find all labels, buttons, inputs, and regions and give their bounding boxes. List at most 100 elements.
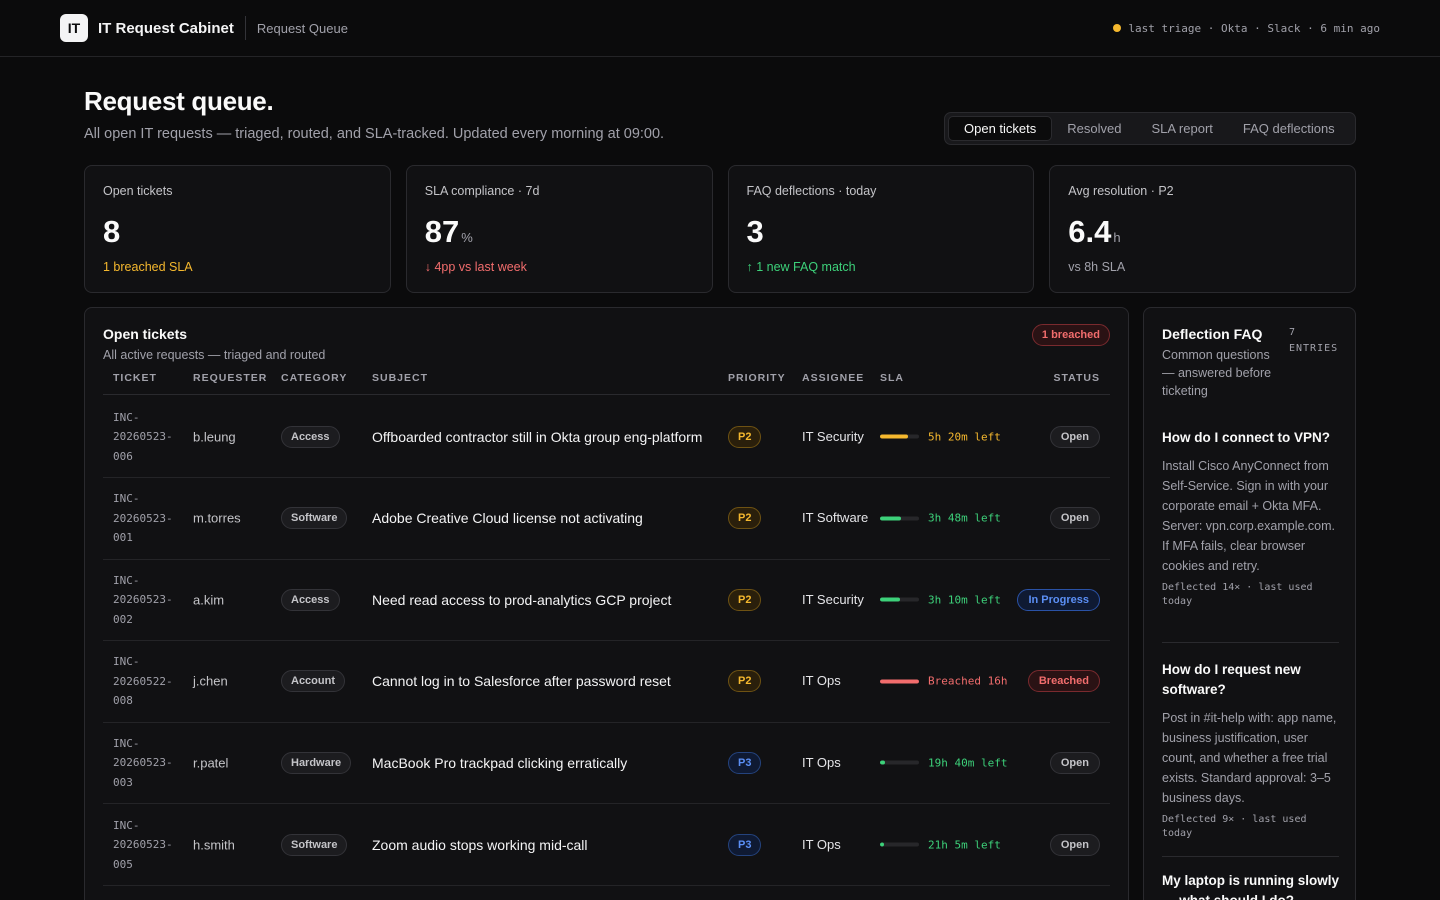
stat-label: Avg resolution · P2 — [1068, 184, 1174, 198]
column-header-assignee[interactable]: ASSIGNEE — [802, 372, 865, 384]
stat-note: 1 breached SLA — [103, 260, 193, 274]
priority-badge: P3 — [728, 751, 762, 774]
tab-faq-deflections[interactable]: FAQ deflections — [1242, 121, 1335, 136]
column-header-status[interactable]: STATUS — [1053, 372, 1100, 384]
status-badge[interactable]: Open — [1049, 507, 1100, 530]
status-badge[interactable]: Breached — [1027, 670, 1100, 693]
requester: b.leung — [193, 429, 236, 444]
priority-badge: P3 — [728, 833, 762, 856]
assignee: IT Security — [802, 591, 864, 607]
status-badge[interactable]: Open — [1049, 833, 1100, 856]
status-dot-icon — [1113, 24, 1122, 32]
ticket-subject[interactable]: Zoom audio stops working mid-call — [372, 836, 588, 853]
faq-question[interactable]: My laptop is running slowly — what shoul… — [1162, 873, 1340, 900]
column-header-subject[interactable]: SUBJECT — [372, 372, 429, 384]
ticket-subject[interactable]: Need read access to prod-analytics GCP p… — [372, 591, 672, 608]
sla-indicator: 5h 20m left — [880, 430, 1001, 443]
sla-progress-fill — [880, 760, 885, 765]
tickets-panel: Open tickets All active requests — triag… — [84, 307, 1129, 900]
table-row[interactable]: INC-20260523-002 a.kim Access Need read acc… — [103, 559, 1110, 642]
column-header-ticket[interactable]: TICKET — [113, 372, 157, 384]
table-row[interactable]: INC-20260523-003 r.patel Hardware MacBook P… — [103, 722, 1110, 805]
ticket-subject[interactable]: Adobe Creative Cloud license not activat… — [372, 510, 643, 527]
faq-item[interactable]: How do I request new software? Post in #… — [1162, 660, 1339, 841]
stat-value: 8 — [103, 214, 122, 250]
table-row[interactable]: INC-20260522-008 j.chen Account Cannot log … — [103, 641, 1110, 723]
sla-progress-track — [880, 434, 919, 439]
sla-text: Breached 16h — [928, 674, 1008, 688]
stat-unit: h — [1113, 230, 1121, 245]
tab-resolved[interactable]: Resolved — [1067, 121, 1122, 136]
status-badge[interactable]: Open — [1049, 751, 1100, 774]
sla-progress-track — [880, 597, 919, 602]
status-badge[interactable]: In Progress — [1017, 588, 1100, 611]
ticket-subject[interactable]: MacBook Pro trackpad clicking erraticall… — [372, 754, 628, 771]
faq-question[interactable]: How do I request new software? — [1162, 662, 1301, 697]
triage-status: last triage · Okta · Slack · 6 min ago — [1113, 22, 1380, 35]
stat-card-open-tickets: Open tickets 8 1 breached SLA — [84, 165, 391, 293]
table-row[interactable]: INC-20260523-001 m.torres Software Adobe Cr… — [103, 478, 1110, 560]
sla-indicator: 3h 48m left — [880, 512, 1001, 525]
stat-note: ↓ 4pp vs last week — [424, 260, 527, 274]
ticket-id[interactable]: INC-20260523-003 — [113, 736, 173, 789]
sla-progress-track — [880, 516, 919, 521]
header-divider — [244, 16, 246, 40]
ticket-subject[interactable]: Offboarded contractor still in Okta grou… — [372, 428, 703, 445]
table-row[interactable]: INC-20260523-005 h.smith Software Zoom audi… — [103, 804, 1110, 886]
column-header-category[interactable]: CATEGORY — [281, 372, 348, 384]
category-badge: Account — [281, 670, 345, 693]
sla-progress-fill — [880, 434, 908, 439]
priority-badge: P2 — [728, 670, 762, 693]
stat-cards: Open tickets 8 1 breached SLA SLA compli… — [84, 165, 1356, 293]
faq-question[interactable]: How do I connect to VPN? — [1162, 430, 1330, 445]
faq-panel: Deflection FAQ Common questions — answer… — [1143, 307, 1356, 900]
assignee: IT Software — [802, 510, 869, 526]
ticket-id[interactable]: INC-20260523-002 — [113, 573, 173, 626]
priority-badge: P2 — [728, 588, 762, 611]
column-header-priority[interactable]: PRIORITY — [728, 372, 786, 384]
ticket-id[interactable]: INC-20260523-005 — [113, 818, 173, 871]
page-subtitle: All open IT requests — triaged, routed, … — [84, 126, 665, 142]
stat-card-sla-compliance: SLA compliance · 7d 87% ↓ 4pp vs last we… — [405, 165, 713, 293]
breadcrumb[interactable]: Request Queue — [256, 20, 348, 36]
panel-title: Open tickets — [103, 326, 188, 342]
stat-card-faq-deflections: FAQ deflections · today 3 ↑ 1 new FAQ ma… — [727, 165, 1035, 293]
tab-sla-report[interactable]: SLA report — [1151, 121, 1213, 136]
stat-card-avg-resolution: Avg resolution · P2 6.4 h vs 8h SLA — [1049, 165, 1356, 293]
breached-count-badge[interactable]: 1 breached — [1031, 324, 1110, 346]
faq-item[interactable]: How do I connect to VPN? Install Cisco A… — [1162, 428, 1339, 609]
stat-unit: % — [461, 230, 473, 245]
app-logo[interactable]: IT — [60, 14, 88, 42]
stat-number: 6.4 — [1068, 214, 1112, 249]
tab-open-tickets[interactable]: Open tickets — [948, 116, 1053, 141]
category-badge: Software — [281, 833, 348, 856]
ticket-id[interactable]: INC-20260522-008 — [113, 655, 173, 708]
faq-count-label: ENTRIES — [1289, 343, 1339, 354]
stat-number: 3 — [746, 214, 764, 249]
sla-text: 3h 10m left — [928, 593, 1001, 607]
sla-text: 5h 20m left — [928, 430, 1001, 443]
stat-label: SLA compliance · 7d — [424, 184, 540, 198]
faq-meta: Deflected 14× · last used today — [1162, 582, 1313, 607]
sla-progress-track — [880, 760, 919, 765]
ticket-subject[interactable]: Cannot log in to Salesforce after passwo… — [372, 673, 671, 690]
column-header-requester[interactable]: REQUESTER — [193, 372, 268, 384]
panel-subtitle: All active requests — triaged and routed — [103, 348, 326, 362]
faq-item[interactable]: My laptop is running slowly — what shoul… — [1162, 871, 1339, 900]
table-row[interactable]: INC-20260523-006 b.leung Access Offboarded … — [103, 396, 1110, 478]
faq-meta: Deflected 9× · last used today — [1162, 814, 1307, 839]
faq-answer: Post in #it-help with: app name, busines… — [1162, 711, 1337, 805]
ticket-id[interactable]: INC-20260523-006 — [113, 410, 173, 463]
faq-divider — [1162, 642, 1339, 643]
assignee: IT Security — [802, 428, 864, 444]
ticket-id[interactable]: INC-20260523-001 — [113, 491, 173, 544]
stat-label: FAQ deflections · today — [746, 184, 877, 198]
sla-progress-fill — [880, 679, 919, 684]
view-tabs: Open tickets Resolved SLA report FAQ def… — [944, 112, 1356, 145]
assignee: IT Ops — [802, 754, 841, 770]
sla-indicator: 19h 40m left — [880, 756, 1007, 769]
sla-progress-fill — [880, 597, 900, 602]
column-header-sla[interactable]: SLA — [880, 372, 904, 384]
app-title[interactable]: IT Request Cabinet — [98, 19, 234, 37]
status-badge[interactable]: Open — [1049, 425, 1100, 448]
